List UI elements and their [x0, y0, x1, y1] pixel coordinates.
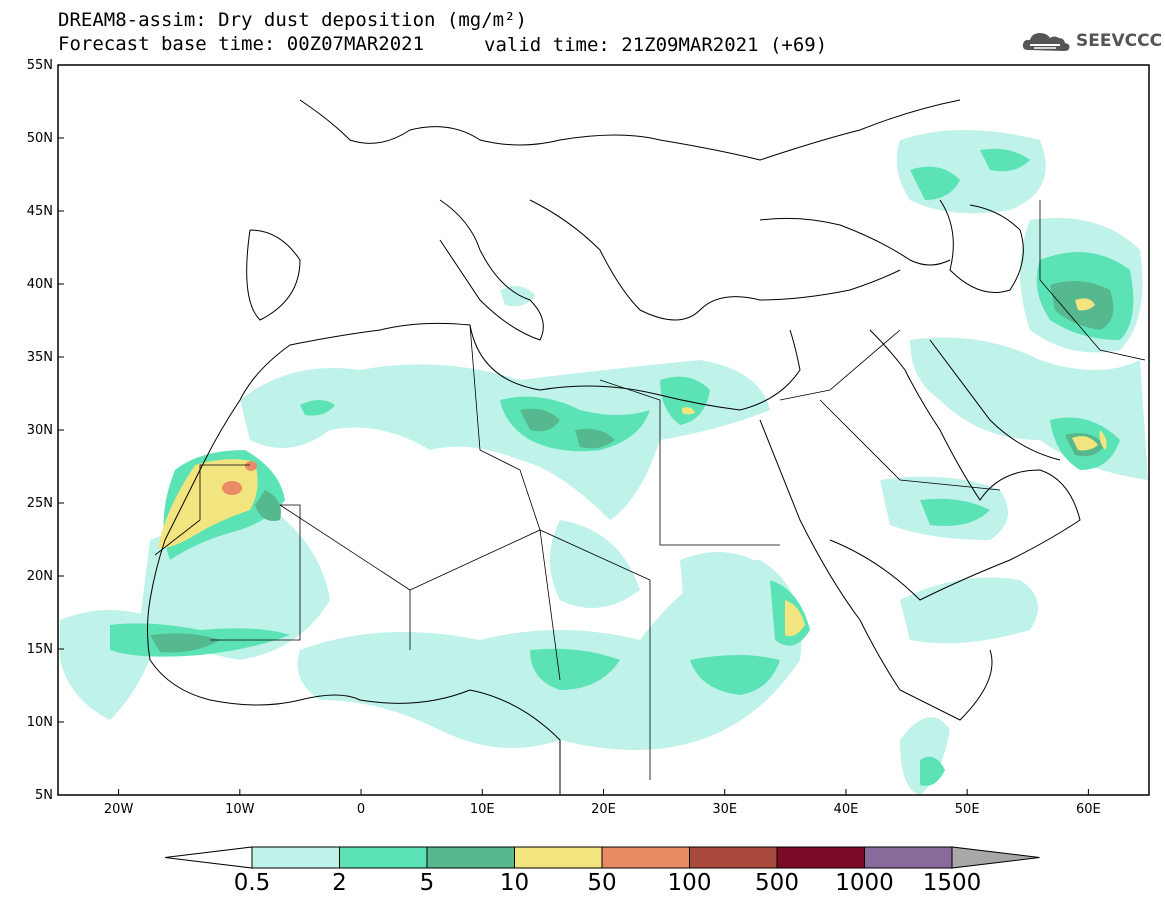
lon-tick-label: 10E [470, 802, 495, 817]
colorbar-over-arrow [951, 846, 1040, 869]
colorbar-segment [251, 846, 340, 869]
colorbar-label: 0.5 [234, 870, 271, 896]
colorbar-segment [426, 846, 515, 869]
colorbar-label: 1000 [835, 870, 894, 896]
lat-tick-label: 15N [27, 642, 53, 657]
map-title: DREAM8-assim: Dry dust deposition (mg/m²… [58, 9, 527, 31]
lon-tick-label: 0 [357, 802, 365, 817]
lat-tick-label: 20N [27, 569, 53, 584]
colorbar: 0.5 2 5 10 50 100 500 1000 1500 [164, 846, 1040, 896]
contour-level-50 [222, 461, 257, 495]
lon-tick-label: 40E [834, 802, 859, 817]
valid-time: valid time: 21Z09MAR2021 (+69) [484, 34, 828, 56]
country-borders [154, 200, 1146, 780]
dust-deposition-fields [60, 130, 1148, 795]
colorbar-segment [689, 846, 778, 869]
lon-tick-label: 20E [591, 802, 616, 817]
forecast-base-time: Forecast base time: 00Z07MAR2021 [58, 33, 425, 55]
lat-tick-label: 55N [27, 58, 53, 73]
colorbar-label: 500 [755, 870, 799, 896]
lon-tick-label: 30E [712, 802, 737, 817]
coastlines [147, 99, 1081, 795]
colorbar-segment [864, 846, 953, 869]
seevccc-logo: SEEVCCC [1020, 28, 1162, 54]
lon-tick-label: 10W [225, 802, 255, 817]
lon-tick-label: 50E [955, 802, 980, 817]
colorbar-segment [339, 846, 428, 869]
logo-text: SEEVCCC [1076, 31, 1163, 51]
colorbar-label: 5 [420, 870, 435, 896]
lat-tick-label: 5N [35, 788, 53, 803]
colorbar-label: 2 [332, 870, 347, 896]
lat-tick-label: 50N [27, 131, 53, 146]
longitude-axis: 20W 10W 0 10E 20E 30E 40E 50E 60E [104, 789, 1101, 817]
colorbar-label: 10 [500, 870, 529, 896]
colorbar-label: 100 [668, 870, 712, 896]
cloud-icon [1022, 33, 1070, 51]
colorbar-label: 50 [587, 870, 616, 896]
lat-tick-label: 30N [27, 423, 53, 438]
colorbar-label: 1500 [923, 870, 982, 896]
lon-tick-label: 60E [1076, 802, 1101, 817]
lat-tick-label: 35N [27, 350, 53, 365]
latitude-axis: 55N 50N 45N 40N 35N 30N 25N 20N 15N 10N 5N [27, 58, 64, 803]
lon-tick-label: 20W [104, 802, 134, 817]
colorbar-segment [776, 846, 865, 869]
colorbar-segment [514, 846, 603, 869]
colorbar-segment [601, 846, 690, 869]
lat-tick-label: 45N [27, 204, 53, 219]
colorbar-under-arrow [164, 846, 253, 869]
lat-tick-label: 10N [27, 715, 53, 730]
lat-tick-label: 40N [27, 277, 53, 292]
lat-tick-label: 25N [27, 496, 53, 511]
